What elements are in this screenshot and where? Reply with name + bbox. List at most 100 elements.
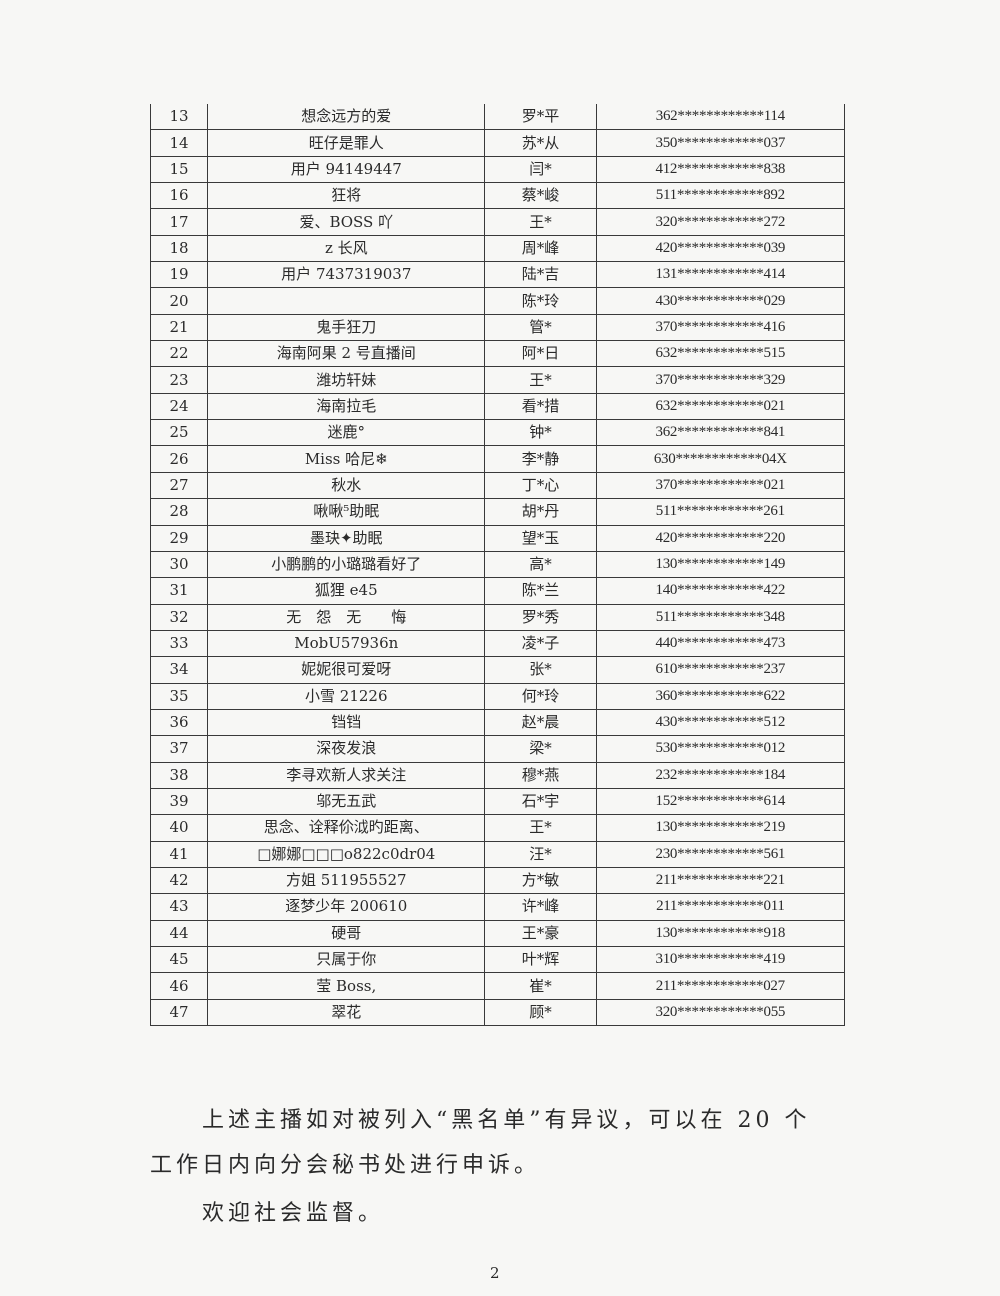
id-number-cell: 632************021 xyxy=(595,392,846,421)
id-number-cell: 152************614 xyxy=(595,787,846,816)
nickname-cell: 啾啾⁵助眠 xyxy=(207,498,486,526)
name-cell: 陈*兰 xyxy=(484,577,597,605)
id-number-cell: 420************039 xyxy=(595,234,846,263)
name-cell: 张* xyxy=(484,656,597,684)
row-number: 43 xyxy=(149,893,209,921)
id-number-cell: 370************416 xyxy=(595,313,846,342)
name-cell: 陆*吉 xyxy=(484,261,597,289)
row-number: 14 xyxy=(149,129,209,157)
id-number-cell: 211************027 xyxy=(595,972,846,1000)
id-number-cell: 511************261 xyxy=(595,498,846,526)
row-number: 46 xyxy=(149,972,209,1000)
table-row: 18 z 长风 周*峰 420************039 xyxy=(149,234,846,263)
id-number-cell: 230************561 xyxy=(595,840,846,868)
nickname-cell: 爱、BOSS 吖 xyxy=(207,208,486,236)
nickname-cell: MobU57936n xyxy=(207,629,486,658)
id-number-cell: 412************838 xyxy=(595,155,846,184)
nickname-cell: 狂将 xyxy=(207,182,486,210)
closing-line: 欢迎社会监督。 xyxy=(202,1201,385,1226)
id-number-cell: 370************021 xyxy=(595,471,846,500)
name-cell: 王*豪 xyxy=(484,919,597,948)
name-cell: 高* xyxy=(484,550,597,579)
nickname-cell: 海南阿果 2 号直播间 xyxy=(207,340,486,368)
name-cell: 叶*辉 xyxy=(484,945,597,974)
table-row: 14 旺仔是罪人 苏*从 350************037 xyxy=(149,129,846,157)
row-number: 23 xyxy=(149,366,209,394)
table-row: 40 思念、诠释伱泧旳距离、 王* 130************219 xyxy=(149,814,846,842)
nickname-cell: 潍坊轩妹 xyxy=(207,366,486,394)
table-row: 47 翠花 顾* 320************055 xyxy=(149,998,846,1027)
name-cell: 罗*平 xyxy=(484,104,597,131)
nickname-cell: 妮妮很可爱呀 xyxy=(207,656,486,684)
table-row: 16 狂将 蔡*峻 511************892 xyxy=(149,182,846,210)
row-number: 15 xyxy=(149,155,209,184)
row-number: 21 xyxy=(149,313,209,342)
row-number: 47 xyxy=(149,998,209,1027)
nickname-cell: z 长风 xyxy=(207,234,486,263)
table-row: 35 小雪 21226 何*玲 360************622 xyxy=(149,682,846,710)
id-number-cell: 350************037 xyxy=(595,129,846,157)
row-number: 22 xyxy=(149,340,209,368)
table-row: 42 方姐 511955527 方*敏 211************221 xyxy=(149,866,846,895)
name-cell: 闫* xyxy=(484,155,597,184)
table-row: 23 潍坊轩妹 王* 370************329 xyxy=(149,366,846,394)
id-number-cell: 530************012 xyxy=(595,735,846,763)
id-number-cell: 511************892 xyxy=(595,182,846,210)
id-number-cell: 440************473 xyxy=(595,629,846,658)
nickname-cell: 用户 7437319037 xyxy=(207,261,486,289)
table-row: 45 只属于你 叶*辉 310************419 xyxy=(149,945,846,974)
nickname-cell: 用户 94149447 xyxy=(207,155,486,184)
nickname-cell: 方姐 511955527 xyxy=(207,866,486,895)
nickname-cell xyxy=(207,287,486,315)
nickname-cell: 莹 Boss, xyxy=(207,972,486,1000)
row-number: 40 xyxy=(149,814,209,842)
id-number-cell: 140************422 xyxy=(595,577,846,605)
nickname-cell: 铛铛 xyxy=(207,708,486,737)
nickname-cell: 小雪 21226 xyxy=(207,682,486,710)
id-number-cell: 211************221 xyxy=(595,866,846,895)
name-cell: 钟* xyxy=(484,419,597,447)
id-number-cell: 130************219 xyxy=(595,814,846,842)
table-row: 13 想念远方的爱 罗*平 362************114 xyxy=(149,104,846,131)
table-row: 32 无 怨 无 悔罗*秀 511************348 xyxy=(149,603,846,631)
row-number: 37 xyxy=(149,735,209,763)
table-row: 17 爱、BOSS 吖王* 320************272 xyxy=(149,208,846,236)
id-number-cell: 362************841 xyxy=(595,419,846,447)
row-number: 42 xyxy=(149,866,209,895)
appeal-paragraph-line-1: 上述主播如对被列入“黑名单”有异议，可以在 20 个 xyxy=(202,1108,811,1133)
row-number: 19 xyxy=(149,261,209,289)
id-number-cell: 420************220 xyxy=(595,524,846,552)
row-number: 39 xyxy=(149,787,209,816)
name-cell: 王* xyxy=(484,814,597,842)
row-number: 30 xyxy=(149,550,209,579)
name-cell: 李*静 xyxy=(484,445,597,473)
name-cell: 阿*日 xyxy=(484,340,597,368)
nickname-cell: 鬼手狂刀 xyxy=(207,313,486,342)
name-cell: 周*峰 xyxy=(484,234,597,263)
nickname-cell: 只属于你 xyxy=(207,945,486,974)
id-number-cell: 360************622 xyxy=(595,682,846,710)
nickname-cell: 迷鹿° xyxy=(207,419,486,447)
nickname-cell: 想念远方的爱 xyxy=(207,104,486,131)
table-row: 39 邬无五武 石*宇 152************614 xyxy=(149,787,846,816)
name-cell: 崔* xyxy=(484,972,597,1000)
table-row: 20 陈*玲 430************029 xyxy=(149,287,846,315)
name-cell: 方*敏 xyxy=(484,866,597,895)
name-cell: 蔡*峻 xyxy=(484,182,597,210)
row-number: 29 xyxy=(149,524,209,552)
id-number-cell: 430************029 xyxy=(595,287,846,315)
table-row: 21 鬼手狂刀 管* 370************416 xyxy=(149,313,846,342)
table-row: 31 狐狸 e45 陈*兰 140************422 xyxy=(149,577,846,605)
name-cell: 陈*玲 xyxy=(484,287,597,315)
row-number: 26 xyxy=(149,445,209,473)
table-row: 38 李寻欢新人求关注 穆*燕 232************184 xyxy=(149,761,846,789)
name-cell: 丁*心 xyxy=(484,471,597,500)
name-cell: 顾* xyxy=(484,998,597,1027)
row-number: 20 xyxy=(149,287,209,315)
name-cell: 望*玉 xyxy=(484,524,597,552)
nickname-cell: 秋水 xyxy=(207,471,486,500)
table-row: 41 □娜娜□□□o822c0dr04 汪* 230************561 xyxy=(149,840,846,868)
table-row: 27 秋水 丁*心 370************021 xyxy=(149,471,846,500)
nickname-cell: 思念、诠释伱泧旳距离、 xyxy=(207,814,486,842)
table-row: 15 用户 94149447 闫* 412************838 xyxy=(149,155,846,184)
